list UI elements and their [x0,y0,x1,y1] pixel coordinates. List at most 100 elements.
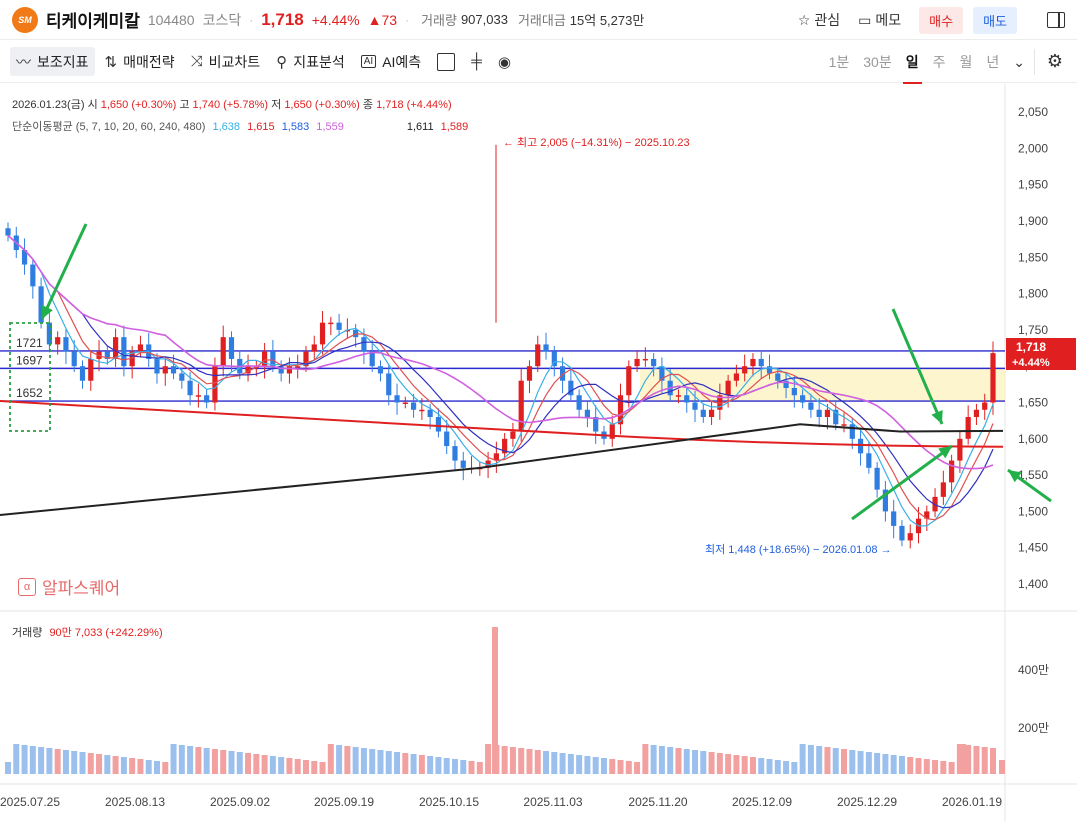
candle-body [311,344,317,352]
candle-body [800,395,806,403]
candle-body [684,395,690,403]
volume-bar [898,756,905,774]
ma240-line [0,423,1004,517]
indicators-button[interactable]: 〰 보조지표 [10,47,95,76]
candle-body [593,417,599,432]
period-month[interactable]: 월 [959,54,973,70]
candle-type-button[interactable]: ╪ [465,49,488,74]
volume-bar [129,758,136,774]
strategy-button[interactable]: ⇅ 매매전략 [99,48,181,76]
period-day[interactable]: 일 [902,54,922,84]
ma5-value: 1,638 [212,121,241,133]
buy-button[interactable]: 매수 [919,6,964,34]
ma480-line [0,400,1004,448]
compare-label: 비교차트 [208,53,261,70]
ma7-value: 1,615 [247,121,275,133]
candle-body [386,373,392,396]
y-tick-label: 1,850 [1018,250,1048,264]
ma20-line [7,234,994,470]
volume-bar [749,757,756,774]
volume-bar [700,751,707,774]
separator-dot: · [249,12,254,27]
checkbox-button[interactable] [431,49,461,75]
candle-body [170,366,177,374]
memo-button[interactable]: ▭ 메모 [858,10,901,30]
volume-bar [634,762,641,774]
candle-body [808,402,814,410]
period-week[interactable]: 주 [932,54,946,70]
volume-bar [211,749,218,774]
volume-bar [352,747,359,774]
company-logo: SM [12,6,38,33]
candle-body [891,511,897,526]
volume-info-value: 90만 7,033 (+242.29%) [49,627,163,639]
volume-bar [54,749,61,774]
period-year[interactable]: 년 [986,54,1000,70]
volume-bar [418,755,425,774]
volume-bar [460,760,467,774]
volume-bar [609,759,616,774]
candle-body [319,322,326,345]
candle-body [924,511,930,519]
candle-body [940,482,946,497]
max-price-label: ← 최고 2,005 (−14.31%) − 2025.10.23 [503,136,690,149]
ma-label: 단순이동평균 (5, 7, 10, 20, 60, 240, 480) [12,121,206,133]
y-tick-label: 1,900 [1018,214,1048,228]
volume-info: 거래량 90만 7,033 (+242.29%) [12,624,163,640]
volume-bar [940,761,947,774]
chart-area[interactable]: 2,0502,0001,9501,9001,8501,8001,7501,700… [0,84,1077,821]
ma480-value: 1,589 [440,121,469,133]
market-label: 코스닥 [202,11,242,28]
green-arrow-up-head [938,446,952,459]
stock-name[interactable]: 티케이케미칼 [46,12,140,31]
volume-bar [327,744,334,774]
x-tick-label: 2025.07.25 [0,795,60,809]
ma10-line [7,235,994,509]
chevron-down-icon[interactable]: ⌄ [1013,53,1025,70]
candle-body [857,438,864,454]
screenshot-button[interactable]: ◉ [492,49,517,75]
analysis-button[interactable]: ⚲ 지표분석 [270,48,351,76]
period-30min[interactable]: 30분 [863,54,892,70]
candle-body [228,337,235,359]
watch-button[interactable]: ☆ 관심 [798,10,840,30]
divider [1034,49,1035,75]
x-tick-label: 2025.12.29 [837,795,897,809]
period-1min[interactable]: 1분 [828,54,850,70]
ai-button[interactable]: AI AI예측 [355,48,427,76]
current-price: 1,718 [261,9,304,29]
candle-body [758,358,764,367]
volume-bar [816,746,823,774]
volume-bar [576,755,583,774]
volume-bar [170,744,177,774]
level-label-1697: 1697 [16,353,43,367]
alphasquare-watermark: α 알파스퀘어 [18,574,120,599]
price-chart-svg[interactable]: 2,0502,0001,9501,9001,8501,8001,7501,700… [0,84,1077,821]
volume-bar [990,748,996,774]
volume-bar [377,750,384,774]
volume-bar [187,746,194,774]
analysis-icon: ⚲ [276,53,288,71]
side-panel-icon[interactable] [1047,12,1065,28]
candle-body [783,380,789,388]
watch-label: 관심 [814,12,841,28]
candle-body [510,431,516,439]
volume-bar [725,754,732,774]
sell-button[interactable]: 매도 [973,6,1017,34]
volume-bar [774,760,781,774]
candle-body [286,366,293,374]
candle-body [518,380,524,432]
candle-body [609,424,615,439]
candle-body [137,344,144,352]
volume-tick-label: 400만 [1018,663,1049,677]
volume-bar [162,762,169,774]
gear-icon[interactable]: ⚙ [1046,51,1063,71]
volume-bar [38,747,45,774]
candle-body [5,228,11,236]
volume-bar [915,758,922,774]
volume-bar [344,746,351,774]
volume-bar [932,760,939,774]
compare-button[interactable]: ⤨ 비교차트 [185,48,267,76]
low-label: 저 [271,99,282,111]
candle-body [212,366,218,403]
